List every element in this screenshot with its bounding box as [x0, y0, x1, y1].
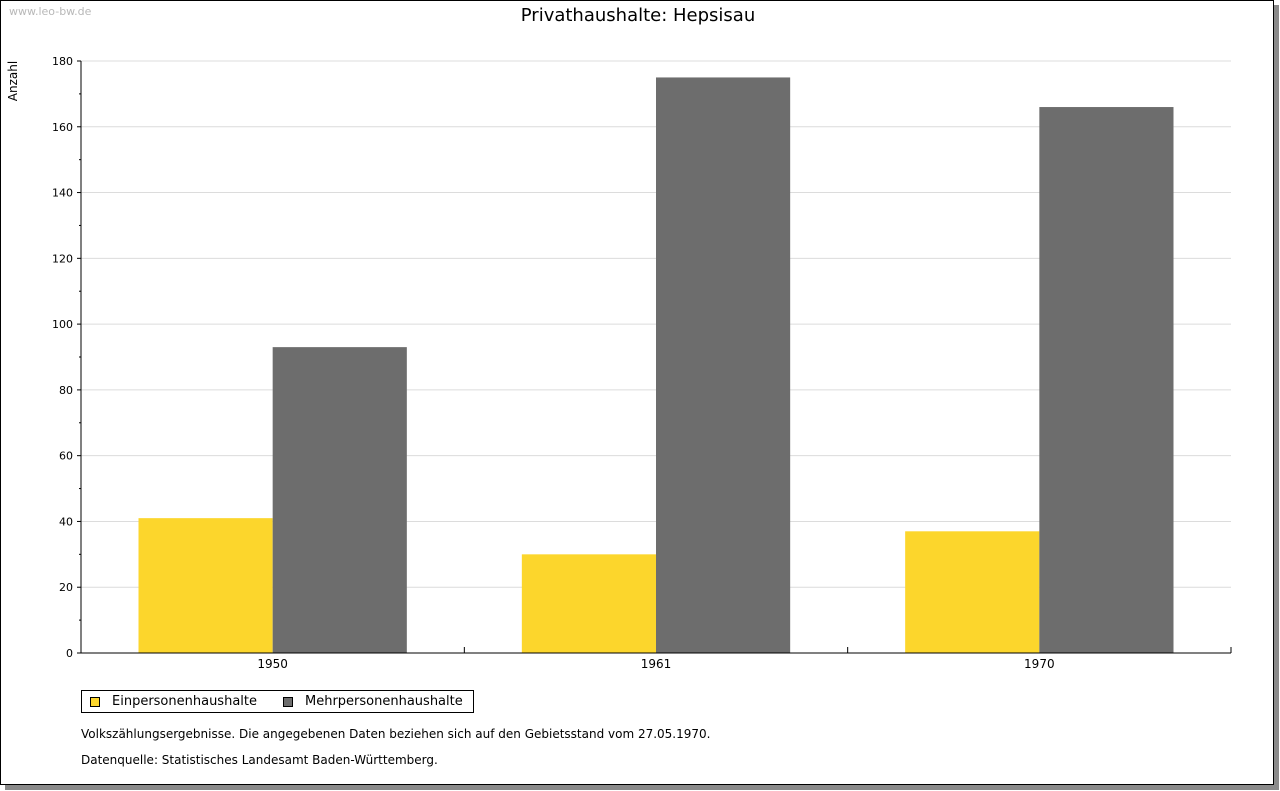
y-tick-label: 180: [52, 55, 73, 68]
census-note: Volkszählungsergebnisse. Die angegebenen…: [81, 727, 711, 741]
y-tick-label: 120: [52, 252, 73, 265]
x-tick-label: 1950: [257, 657, 288, 671]
legend-label-einpersonenhaushalte: Einpersonenhaushalte: [112, 694, 257, 709]
x-tick-label: 1970: [1024, 657, 1055, 671]
legend-label-mehrpersonenhaushalte: Mehrpersonenhaushalte: [305, 694, 463, 709]
bar-einpersonenhaushalte-1950: [138, 518, 273, 653]
data-source-note: Datenquelle: Statistisches Landesamt Bad…: [81, 753, 438, 767]
chart-title: Privathaushalte: Hepsisau: [521, 5, 756, 26]
bar-mehrpersonenhaushalte-1970: [1039, 107, 1174, 654]
legend-swatch-einpersonenhaushalte: [90, 696, 100, 707]
y-tick-label: 20: [59, 581, 73, 594]
y-tick-label: 40: [59, 515, 73, 528]
bar-mehrpersonenhaushalte-1950: [272, 347, 407, 653]
bars-layer: [138, 77, 1174, 654]
y-tick-label: 100: [52, 318, 73, 331]
watermark: www.leo-bw.de: [9, 5, 92, 18]
bar-einpersonenhaushalte-1961: [521, 554, 656, 653]
bar-mehrpersonenhaushalte-1961: [656, 77, 791, 653]
y-tick-label: 0: [66, 647, 73, 660]
legend-item-mehrpersonenhaushalte: Mehrpersonenhaushalte: [283, 694, 463, 709]
legend-item-einpersonenhaushalte: Einpersonenhaushalte: [90, 694, 257, 709]
legend-swatch-mehrpersonenhaushalte: [283, 696, 293, 707]
y-tick-label: 80: [59, 384, 73, 397]
bar-einpersonenhaushalte-1970: [905, 531, 1040, 653]
legend: Einpersonenhaushalte Mehrpersonenhaushal…: [81, 690, 474, 713]
y-tick-label: 140: [52, 187, 73, 200]
y-tick-label: 160: [52, 121, 73, 134]
y-tick-label: 60: [59, 450, 73, 463]
x-tick-label: 1961: [641, 657, 672, 671]
y-axis-label: Anzahl: [6, 61, 20, 101]
axes-layer: 0 20 40 60 80 100 120 140 160 180 1950 1961 1970: [52, 55, 1232, 671]
